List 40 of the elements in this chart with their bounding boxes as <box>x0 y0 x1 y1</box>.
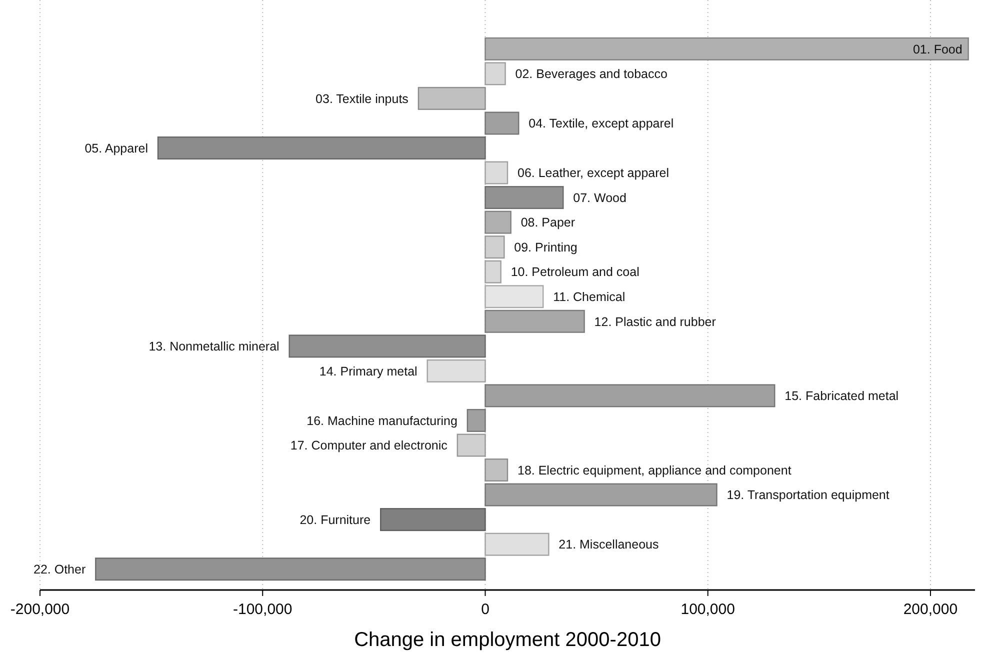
y-tick-label: 18. Electric equipment, appliance and component <box>518 463 792 478</box>
bar <box>157 136 486 160</box>
y-tick-label: 14. Primary metal <box>319 364 418 378</box>
y-tick-label: 07. Wood <box>573 190 626 205</box>
y-tick-label: 21. Miscellaneous <box>558 538 659 552</box>
x-tick-label: -200,000 <box>10 601 70 618</box>
y-tick-label: 04. Textile, except apparel <box>528 116 674 131</box>
x-tick-label: 200,000 <box>903 601 958 618</box>
y-tick-label: 02. Beverages and tobacco <box>515 67 668 82</box>
y-tick-label: 17. Computer and electronic <box>290 438 448 453</box>
bar <box>484 186 564 210</box>
y-tick-label: 15. Fabricated metal <box>784 389 899 404</box>
bar <box>484 532 550 556</box>
y-tick-label: 10. Petroleum and coal <box>510 265 640 280</box>
x-axis-title: Change in employment 2000-2010 <box>354 629 661 651</box>
bar <box>288 334 486 358</box>
y-tick-label: 16. Machine manufacturing <box>306 414 458 428</box>
y-tick-label: 12. Plastic and rubber <box>594 314 716 329</box>
y-tick-label: 20. Furniture <box>300 512 371 527</box>
x-tick-label: 0 <box>481 601 490 618</box>
bar <box>484 236 505 259</box>
x-tick-label: -100,000 <box>233 601 292 618</box>
y-tick-label: 13. Nonmetallic mineral <box>148 340 280 354</box>
x-tick-label: 100,000 <box>680 601 735 618</box>
bar <box>484 161 508 184</box>
y-tick-label: 19. Transportation equipment <box>726 488 890 502</box>
y-tick-label: 03. Textile inputs <box>316 92 408 106</box>
bar <box>484 310 585 333</box>
bar <box>484 62 506 86</box>
y-tick-label: 05. Apparel <box>84 141 148 156</box>
y-tick-label: 01. Food <box>912 42 962 56</box>
y-tick-label: 09. Printing <box>514 240 578 254</box>
bar <box>418 86 486 110</box>
y-tick-label: 11. Chemical <box>553 290 626 304</box>
y-tick-label: 08. Paper <box>520 216 576 230</box>
bar <box>95 558 486 581</box>
y-tick-label: 22. Other <box>34 562 86 576</box>
y-tick-label: 06. Leather, except apparel <box>518 166 670 180</box>
bar <box>484 210 512 234</box>
bar <box>484 112 520 135</box>
